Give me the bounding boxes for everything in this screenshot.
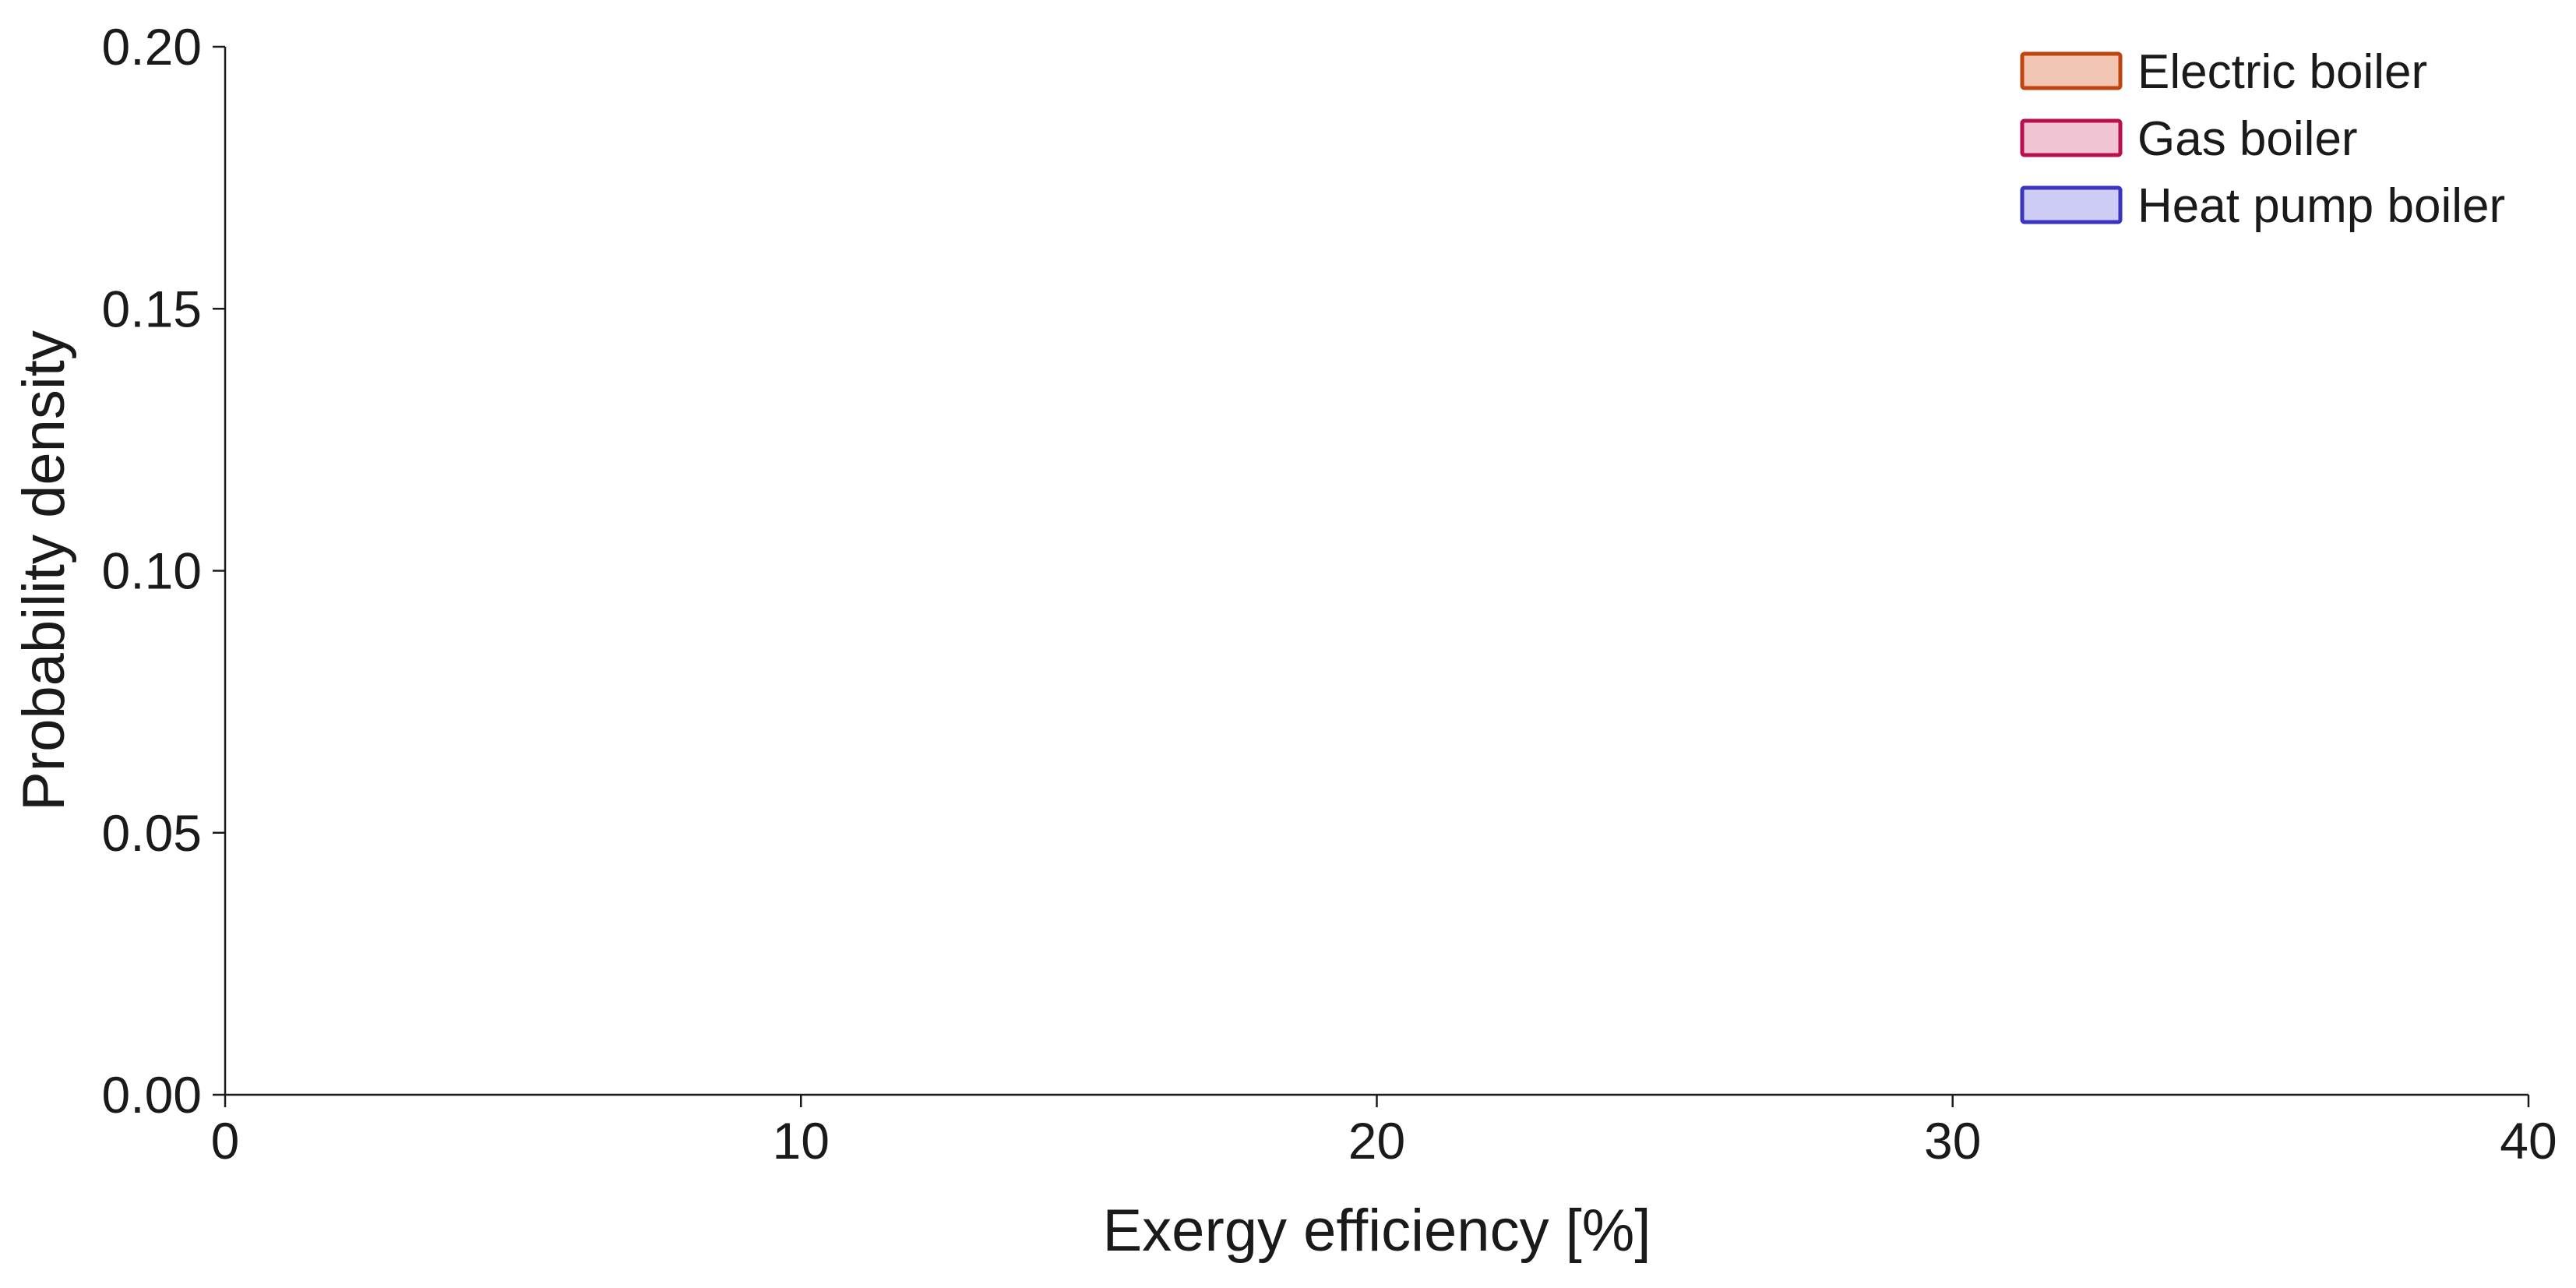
- y-tick-label: 0.15: [102, 280, 202, 337]
- legend-label: Gas boiler: [2137, 112, 2358, 166]
- x-axis-title: Exergy efficiency [%]: [1102, 1198, 1651, 1264]
- y-tick-label: 0.00: [102, 1066, 202, 1124]
- x-tick-label: 20: [1348, 1112, 1405, 1170]
- x-axis-ticks: 0 10 20 30 40: [211, 1095, 2557, 1170]
- y-axis-title: Probability density: [11, 330, 77, 811]
- y-axis-ticks: 0.00 0.05 0.10 0.15 0.20: [102, 18, 225, 1124]
- x-tick-label: 30: [1924, 1112, 1981, 1170]
- x-tick-label: 10: [773, 1112, 830, 1170]
- x-tick-label: 0: [211, 1112, 240, 1170]
- y-tick-label: 0.05: [102, 804, 202, 862]
- legend-swatch: [2020, 185, 2123, 224]
- legend-swatch: [2020, 51, 2123, 90]
- legend-swatch: [2020, 118, 2123, 157]
- legend: Electric boiler Gas boiler Heat pump boile…: [2020, 45, 2505, 233]
- y-tick-label: 0.10: [102, 542, 202, 600]
- y-tick-label: 0.20: [102, 18, 202, 76]
- legend-label: Electric boiler: [2137, 45, 2427, 99]
- legend-label: Heat pump boiler: [2137, 179, 2505, 233]
- x-tick-label: 40: [2500, 1112, 2557, 1170]
